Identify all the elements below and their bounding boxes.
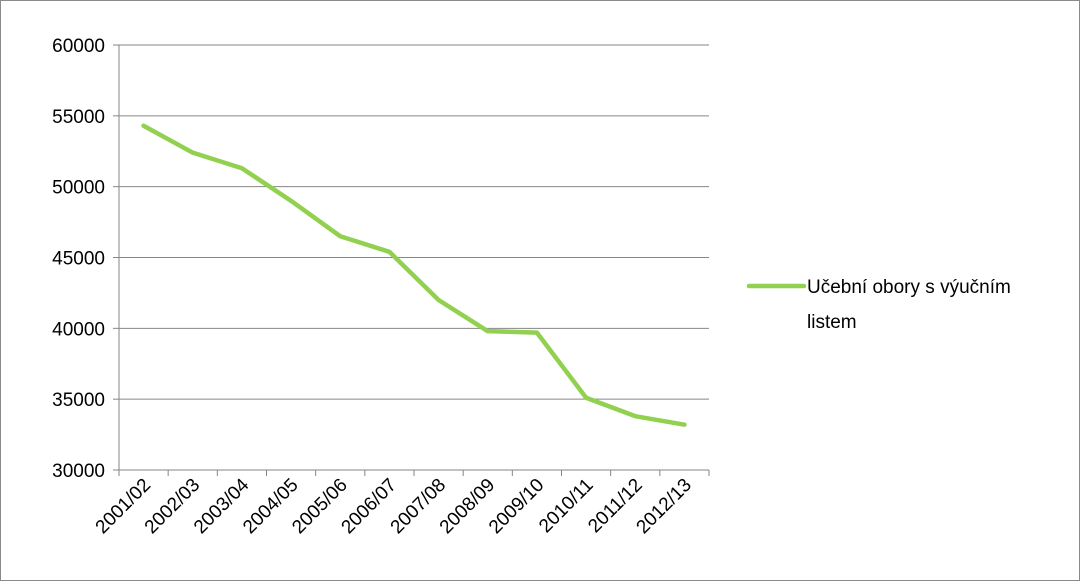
legend-label: Učební obory s výučním listem <box>807 277 1016 333</box>
y-tick-label-35000: 35000 <box>52 390 105 411</box>
data-point-0-10 <box>633 414 638 419</box>
axes <box>113 44 710 476</box>
data-point-0-11 <box>682 422 687 427</box>
x-tick-label-9: 2010/11 <box>535 475 597 537</box>
data-point-0-1 <box>190 150 195 155</box>
data-point-0-3 <box>289 198 294 203</box>
series-line-0 <box>141 123 687 427</box>
y-tick-label-30000: 30000 <box>52 461 105 482</box>
data-point-0-9 <box>584 395 589 400</box>
y-tick-label-40000: 40000 <box>52 319 105 340</box>
data-point-0-2 <box>239 166 244 171</box>
gridlines <box>119 44 709 400</box>
y-tick-label-50000: 50000 <box>52 178 105 199</box>
data-point-0-5 <box>387 249 392 254</box>
legend: Učební obory s výučním listem <box>746 277 1016 333</box>
y-tick-labels: 30000 35000 40000 45000 50000 55000 60000 <box>52 36 105 482</box>
data-point-0-0 <box>141 123 146 128</box>
data-point-0-8 <box>534 330 539 335</box>
data-point-0-7 <box>485 329 490 334</box>
y-tick-label-45000: 45000 <box>52 249 105 270</box>
x-tick-label-8: 2009/10 <box>485 475 548 538</box>
y-tick-label-60000: 60000 <box>52 36 105 57</box>
legend-label-line-2: listem <box>807 312 857 333</box>
x-tick-labels: 2001/022002/032003/042004/052005/062006/… <box>92 474 696 538</box>
series <box>141 123 687 427</box>
data-point-0-4 <box>338 234 343 239</box>
data-point-0-6 <box>436 298 441 302</box>
y-tick-label-55000: 55000 <box>52 107 105 128</box>
x-tick-label-11: 2012/13 <box>633 475 696 538</box>
legend-label-line-1: Učební obory s výučním <box>807 277 1011 298</box>
